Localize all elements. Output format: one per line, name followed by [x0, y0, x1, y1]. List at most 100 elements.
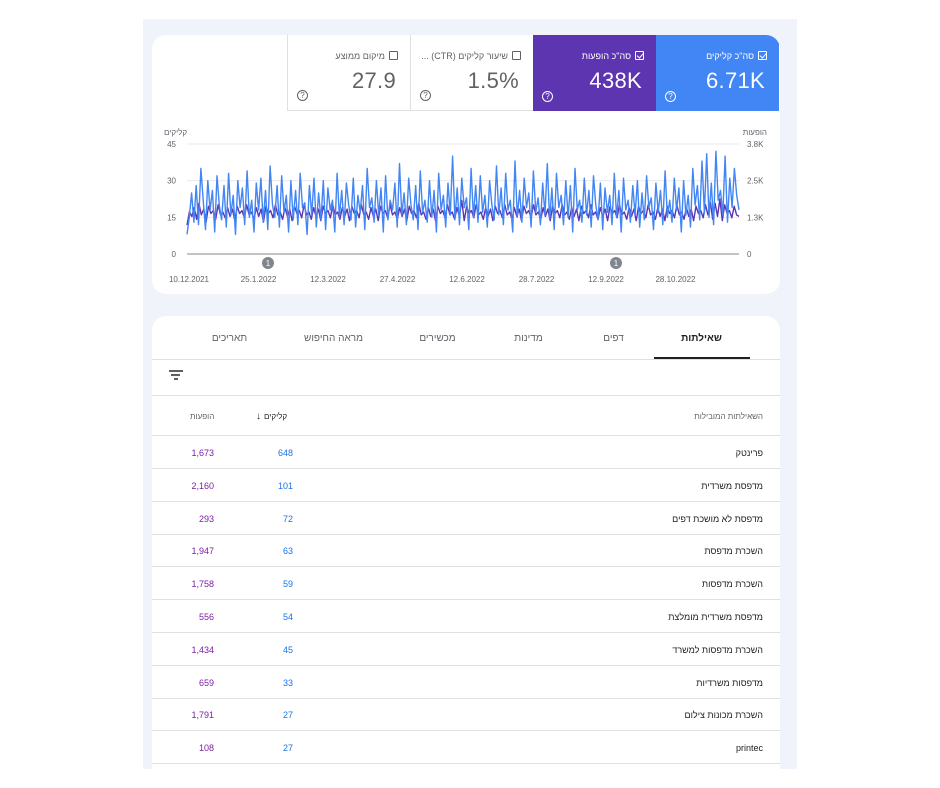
total-impressions-label: סה"כ הופעות — [582, 51, 644, 61]
clicks-cell: 648 — [277, 448, 293, 458]
checkbox-checked-icon[interactable] — [758, 51, 767, 60]
chart-series — [186, 150, 740, 236]
query-cell: השכרת מדפסות למשרד — [672, 644, 763, 655]
query-cell: מדפסות משרדיות — [696, 677, 763, 688]
clicks-series-line — [186, 150, 740, 236]
table-row[interactable]: השכרת מכונות צילום 27 1,791 — [152, 698, 780, 732]
tab-countries[interactable]: מדינות — [514, 333, 543, 344]
left-tick-label: 45 — [167, 140, 176, 149]
clicks-cell: 59 — [282, 579, 293, 590]
clicks-cell: 72 — [282, 513, 293, 524]
x-tick-label: 12.9.2022 — [588, 275, 624, 284]
filter-icon[interactable] — [168, 370, 183, 382]
clicks-cell: 101 — [277, 480, 293, 491]
ctr-value: 1.5% — [467, 68, 519, 93]
header-top-queries[interactable]: השאילתות המובילות — [694, 412, 763, 421]
x-tick-label: 10.12.2021 — [169, 275, 210, 284]
performance-card: סה"כ קליקים 6.71K ? סה"כ הופעות 438K ? ש… — [152, 35, 780, 294]
tab-search-appearance[interactable]: מראה החיפוש — [304, 333, 363, 344]
annotation-marker[interactable]: 1 — [610, 257, 622, 269]
impressions-cell: 1,434 — [191, 644, 214, 655]
checkbox-icon[interactable] — [389, 51, 398, 60]
x-tick-label: 28.7.2022 — [519, 275, 555, 284]
right-axis-label: הופעות — [743, 128, 767, 137]
query-cell: פרינטק — [735, 448, 763, 458]
query-cell: מדפסת משרדית מומלצת — [668, 612, 763, 622]
table-row[interactable]: השכרת מדפסת 63 1,947 — [152, 534, 780, 568]
x-tick-label: 28.10.2022 — [655, 275, 696, 284]
impressions-cell: 1,758 — [191, 579, 214, 590]
clicks-cell: 27 — [282, 710, 293, 721]
table-row[interactable]: פרינטק 648 1,673 — [152, 436, 780, 469]
header-clicks-label: קליקים — [264, 412, 288, 421]
table-row[interactable]: מדפסות משרדיות 33 659 — [152, 666, 780, 699]
dimension-tabs: שאילתות דפים מדינות מכשירים מראה החיפוש … — [152, 316, 780, 360]
tab-pages[interactable]: דפים — [603, 333, 624, 344]
total-clicks-label: סה"כ קליקים — [706, 51, 767, 61]
active-tab-indicator — [654, 357, 750, 359]
query-cell: השכרת מכונות צילום — [684, 710, 763, 721]
total-impressions-tile[interactable]: סה"כ הופעות 438K ? — [533, 35, 656, 111]
query-cell: printec — [735, 743, 763, 754]
left-tick-label: 30 — [167, 177, 176, 186]
impressions-cell: 2,160 — [191, 480, 214, 491]
clicks-cell: 63 — [282, 546, 293, 557]
table-card: שאילתות דפים מדינות מכשירים מראה החיפוש … — [152, 316, 780, 776]
total-impressions-value: 438K — [589, 68, 642, 93]
impressions-cell: 293 — [198, 513, 214, 524]
left-axis-label: קליקים — [164, 128, 187, 137]
x-tick-label: 12.3.2022 — [310, 275, 346, 284]
help-icon[interactable]: ? — [297, 90, 308, 101]
ctr-tile[interactable]: שיעור קליקים (CTR) ... 1.5% ? — [410, 35, 533, 111]
table-row[interactable]: מדפסת לא מושכת דפים 72 293 — [152, 502, 780, 535]
impressions-cell: 556 — [198, 612, 214, 622]
table-row[interactable]: printec 27 108 — [152, 731, 780, 765]
sort-down-icon: ↓ — [256, 411, 261, 422]
table-row[interactable]: השכרת מדפסות 59 1,758 — [152, 567, 780, 601]
svg-text:1: 1 — [614, 259, 619, 268]
x-tick-label: 27.4.2022 — [380, 275, 416, 284]
total-clicks-value: 6.71K — [706, 68, 765, 93]
query-cell: השכרת מדפסות — [701, 579, 763, 590]
query-cell: השכרת מדפסת — [704, 546, 763, 557]
left-tick-label: 15 — [167, 213, 176, 222]
right-axis-ticks: 0 1.3K 2.5K 3.8K — [747, 140, 764, 259]
impressions-series-line — [186, 198, 740, 226]
left-axis-ticks: 0 15 30 45 — [167, 140, 176, 259]
average-position-tile[interactable]: מיקום ממוצע 27.9 ? — [287, 35, 410, 111]
header-clicks[interactable]: קליקים↓ — [256, 411, 287, 422]
checkbox-checked-icon[interactable] — [635, 51, 644, 60]
table-row[interactable]: מדפסת משרדית 101 2,160 — [152, 469, 780, 502]
annotation-marker[interactable]: 1 — [262, 257, 274, 269]
clicks-cell: 45 — [282, 644, 293, 655]
impressions-cell: 1,791 — [191, 710, 214, 721]
help-icon[interactable]: ? — [420, 90, 431, 101]
table-row[interactable]: מדפסת משרדית מומלצת 54 556 — [152, 600, 780, 633]
impressions-cell: 1,673 — [191, 448, 214, 458]
clicks-cell: 54 — [282, 612, 293, 622]
clicks-cell: 33 — [282, 677, 293, 688]
query-cell: מדפסת משרדית — [701, 480, 763, 491]
table-header: השאילתות המובילות קליקים↓ הופעות — [152, 396, 780, 436]
right-tick-label: 3.8K — [747, 140, 764, 149]
query-cell: מדפסת לא מושכת דפים — [672, 513, 763, 524]
total-clicks-tile[interactable]: סה"כ קליקים 6.71K ? — [656, 35, 779, 111]
checkbox-icon[interactable] — [512, 51, 521, 60]
tab-queries[interactable]: שאילתות — [681, 333, 722, 344]
impressions-cell: 659 — [198, 677, 214, 688]
impressions-cell: 1,947 — [191, 546, 214, 557]
tab-dates[interactable]: תאריכים — [211, 333, 248, 344]
left-tick-label: 0 — [172, 250, 177, 259]
x-axis-ticks: 10.12.2021 25.1.2022 12.3.2022 27.4.2022 12.… — [169, 275, 696, 284]
header-impressions[interactable]: הופעות — [190, 412, 215, 421]
tab-devices[interactable]: מכשירים — [419, 333, 456, 344]
svg-text:1: 1 — [266, 259, 271, 268]
help-icon[interactable]: ? — [665, 91, 676, 102]
right-tick-label: 1.3K — [747, 213, 764, 222]
x-tick-label: 25.1.2022 — [241, 275, 277, 284]
table-row[interactable]: השכרת מדפסות למשרד 45 1,434 — [152, 633, 780, 666]
right-tick-label: 2.5K — [747, 177, 764, 186]
help-icon[interactable]: ? — [542, 91, 553, 102]
